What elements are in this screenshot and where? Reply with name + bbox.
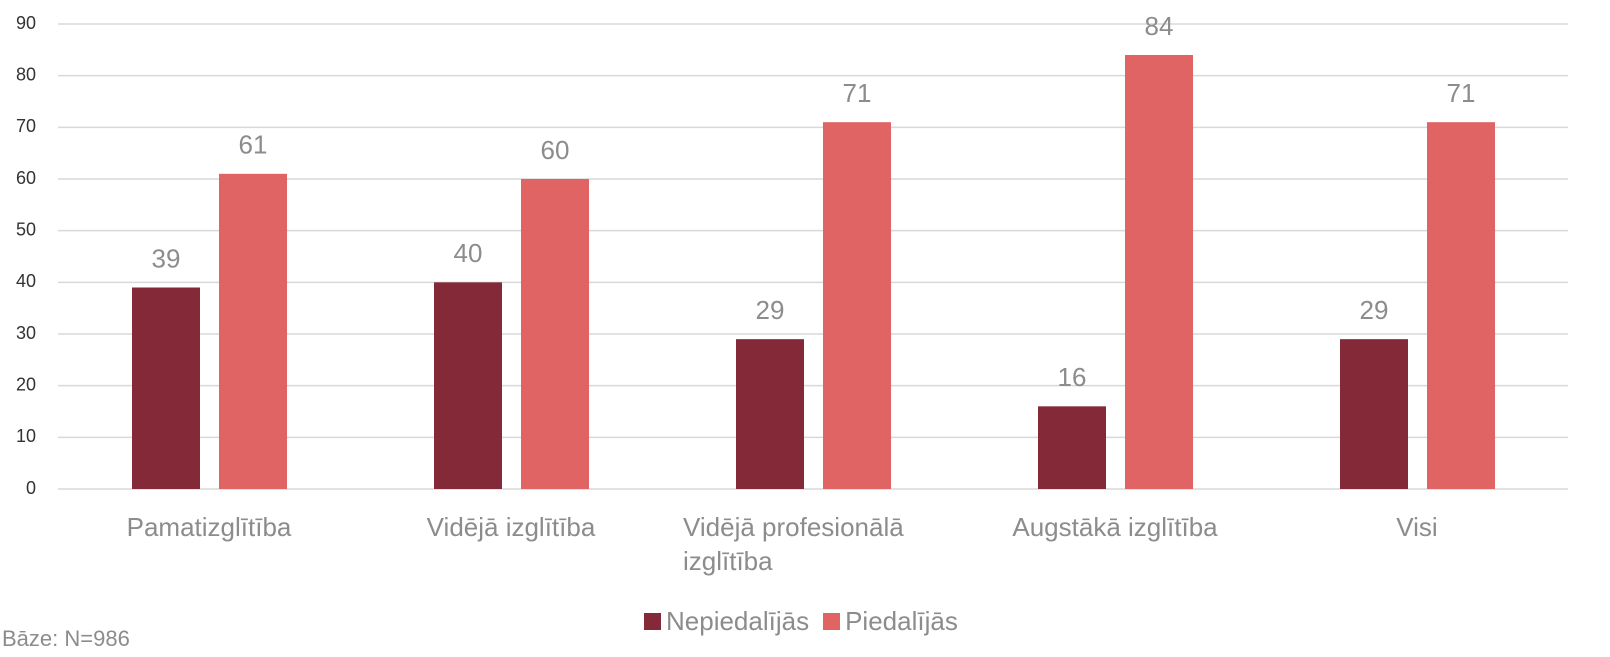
bar [1340, 339, 1408, 489]
y-tick-label: 60 [16, 168, 36, 188]
data-label: 40 [454, 238, 483, 268]
bar [1427, 122, 1495, 490]
y-tick-label: 90 [16, 13, 36, 33]
x-tick-label-box: Vidējā profesionālā izglītība [683, 510, 943, 578]
data-label: 29 [1360, 295, 1389, 325]
legend-swatch [823, 613, 841, 630]
y-tick-label: 20 [16, 374, 36, 394]
x-tick-label: Visi [1396, 512, 1438, 542]
bar [521, 179, 589, 489]
legend-label: Nepiedalījās [666, 606, 810, 636]
y-tick-label: 10 [16, 426, 36, 446]
x-tick-label: Pamatizglītība [126, 512, 292, 542]
x-tick-label-box: Vidējā izglītība [381, 510, 641, 544]
data-label: 61 [239, 130, 268, 160]
y-tick-label: 70 [16, 116, 36, 136]
bar [132, 287, 200, 489]
x-tick-label-box: Augstākā izglītība [985, 510, 1245, 544]
y-tick-label: 40 [16, 271, 36, 291]
legend-swatch [644, 613, 661, 630]
data-label: 16 [1058, 362, 1087, 392]
data-label: 71 [1447, 78, 1476, 108]
bar [1125, 55, 1193, 489]
data-label: 84 [1145, 11, 1174, 41]
x-tick-label-box: Visi [1287, 510, 1547, 544]
bar [219, 173, 287, 490]
y-tick-label: 80 [16, 64, 36, 84]
y-tick-label: 0 [26, 478, 36, 498]
x-tick-label: Vidējā profesionālā izglītība [683, 512, 904, 576]
legend-item: Nepiedalījās [644, 606, 809, 637]
data-label: 60 [541, 135, 570, 165]
bar [434, 282, 502, 489]
y-tick-label: 50 [16, 219, 36, 239]
bar [823, 122, 891, 490]
x-tick-label-box: Pamatizglītība [79, 510, 339, 544]
legend-item: Piedalījās [823, 606, 958, 637]
x-tick-label: Augstākā izglītība [1012, 512, 1218, 542]
data-label: 71 [843, 78, 872, 108]
legend-label: Piedalījās [845, 606, 958, 636]
y-tick-label: 30 [16, 323, 36, 343]
data-label: 39 [152, 243, 181, 273]
bar [1038, 406, 1106, 489]
data-label: 29 [756, 295, 785, 325]
bar [736, 339, 804, 489]
x-tick-label: Vidējā izglītība [426, 512, 596, 542]
annotation: Bāze: N=986 [2, 626, 130, 651]
